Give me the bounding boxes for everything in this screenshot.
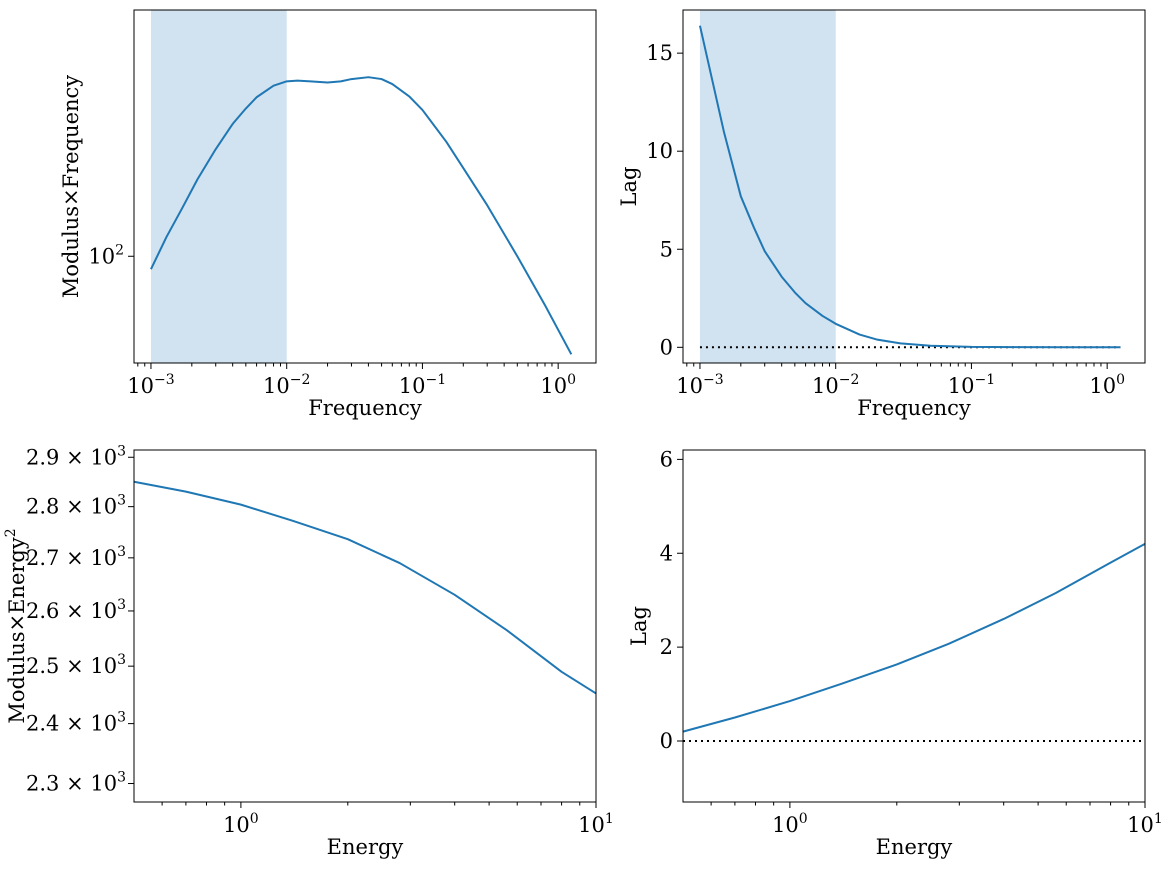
x-tick-label-base: 10: [812, 374, 839, 398]
x-tick-label-exp: −3: [703, 372, 724, 388]
y-tick-exp: 3: [117, 770, 126, 786]
x-tick-label-exp: 0: [1116, 372, 1125, 388]
x-axis-label: Energy: [876, 835, 953, 859]
axes-frame: [133, 449, 597, 803]
x-tick-label-base: 10: [948, 374, 975, 398]
x-tick-label-base: 10: [578, 813, 605, 837]
axes-frame: [682, 449, 1146, 803]
y-tick-label: 15: [646, 41, 673, 65]
series-line: [682, 542, 1146, 733]
panel-modulus-frequency: 10−3 10−2 10−1 100102FrequencyModulus×Frequ…: [59, 9, 597, 420]
x-tick-label-exp: −1: [974, 372, 995, 388]
y-tick-mantissa: 2.5 × 10: [26, 654, 117, 678]
y-tick-label: 10: [646, 139, 673, 163]
y-tick-label: 5: [660, 237, 673, 261]
y-tick-label: 2.6 × 103: [26, 597, 126, 623]
x-axis-label: Frequency: [308, 396, 422, 420]
x-tick-label-base: 10: [127, 374, 154, 398]
x-tick-label-exp: −1: [425, 372, 446, 388]
x-tick-label-base: 10: [1089, 374, 1116, 398]
y-tick-exp: 3: [117, 544, 126, 560]
x-tick-label-exp: −2: [290, 372, 311, 388]
y-axis-label-text: Modulus×Frequency: [59, 75, 83, 298]
y-axis-label: Modulus×Frequency: [59, 75, 83, 298]
y-axis-label-text: Modulus×Energy: [5, 537, 29, 723]
x-tick-label: 10−1: [399, 372, 446, 398]
y-axis-label: Lag: [627, 606, 651, 646]
x-tick-label: 100: [772, 811, 808, 837]
x-tick-label-exp: 0: [567, 372, 576, 388]
x-tick-label: 101: [1127, 811, 1163, 837]
y-tick-exp: 2: [115, 242, 124, 258]
x-tick-label: 101: [578, 811, 614, 837]
x-tick-label: 100: [1089, 372, 1125, 398]
x-tick-label-base: 10: [676, 374, 703, 398]
x-tick-label-base: 10: [399, 374, 426, 398]
y-tick-mantissa: 2.7 × 10: [26, 546, 117, 570]
x-axis-label: Frequency: [857, 396, 971, 420]
axes-frame: [133, 9, 597, 364]
x-tick-label: 10−1: [948, 372, 995, 398]
y-tick-label: 0: [660, 335, 673, 359]
series-line: [150, 76, 573, 355]
x-tick-label: 10−2: [263, 372, 310, 398]
y-tick-label: 2.5 × 103: [26, 652, 126, 678]
y-tick-exp: 3: [117, 597, 126, 613]
y-tick-exp: 3: [117, 710, 126, 726]
x-tick-label-exp: 1: [605, 811, 614, 827]
y-axis-label-text: Lag: [627, 606, 651, 646]
x-tick-label-exp: −2: [839, 372, 860, 388]
y-tick-exp: 3: [117, 493, 126, 509]
x-tick-label-exp: −3: [154, 372, 175, 388]
y-tick-label: 2.9 × 103: [26, 443, 126, 469]
y-tick-label: 2.3 × 103: [26, 770, 126, 796]
x-tick-label-exp: 0: [799, 811, 808, 827]
shaded-region: [150, 10, 287, 363]
y-tick-label: 102: [88, 242, 124, 268]
y-tick-label: 4: [660, 541, 673, 565]
y-tick-label: 6: [660, 447, 673, 471]
y-tick-mantissa: 2.8 × 10: [26, 495, 117, 519]
axes-frame: [682, 9, 1146, 364]
x-tick-label-base: 10: [223, 813, 250, 837]
y-axis-label: Modulus×Energy2: [3, 528, 29, 723]
x-tick-label-base: 10: [540, 374, 567, 398]
y-tick-label: 2: [660, 635, 673, 659]
x-tick-label: 10−2: [812, 372, 859, 398]
y-tick-label: 0: [660, 729, 673, 753]
y-tick-label: 2.7 × 103: [26, 544, 126, 570]
y-tick-mantissa: 2.3 × 10: [26, 772, 117, 796]
shaded-region: [699, 10, 836, 363]
y-tick-base: 10: [88, 244, 115, 268]
y-axis-label: Lag: [617, 167, 641, 207]
series-line: [698, 25, 1121, 349]
x-tick-label-base: 10: [263, 374, 290, 398]
y-tick-label: 2.4 × 103: [26, 710, 126, 736]
x-tick-label: 100: [540, 372, 576, 398]
y-tick-exp: 3: [117, 652, 126, 668]
y-tick-mantissa: 2.9 × 10: [26, 445, 117, 469]
x-tick-label: 100: [223, 811, 259, 837]
y-tick-mantissa: 2.6 × 10: [26, 599, 117, 623]
y-tick-exp: 3: [117, 443, 126, 459]
y-tick-label: 2.8 × 103: [26, 493, 126, 519]
y-axis-label-sup: 2: [3, 528, 19, 537]
y-axis-label-text: Lag: [617, 167, 641, 207]
y-tick-mantissa: 2.4 × 10: [26, 712, 117, 736]
x-tick-label-exp: 0: [250, 811, 259, 827]
x-tick-label: 10−3: [127, 372, 174, 398]
x-tick-label-base: 10: [1127, 813, 1154, 837]
x-tick-label-base: 10: [772, 813, 799, 837]
x-axis-label: Energy: [327, 835, 404, 859]
x-tick-label: 10−3: [676, 372, 723, 398]
x-tick-label-exp: 1: [1154, 811, 1163, 827]
series-line: [133, 480, 597, 695]
